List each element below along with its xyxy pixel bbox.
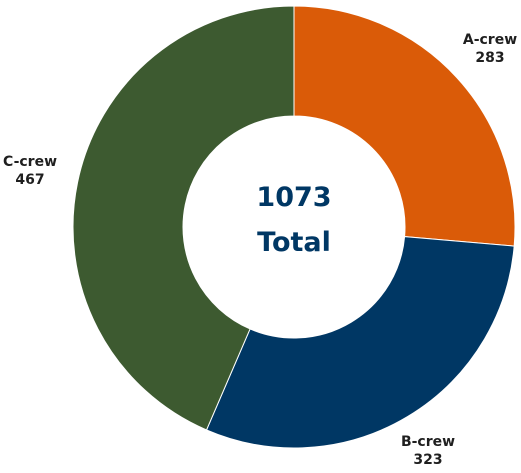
- slice-label-a-crew: A-crew 283: [463, 32, 517, 66]
- donut-slice-a-crew: [293, 5, 516, 247]
- slice-value-label: 283: [475, 50, 504, 66]
- slice-labels: A-crew 283 B-crew 323 C-crew 467: [3, 32, 517, 468]
- slice-category-label: A-crew: [463, 32, 517, 48]
- donut-slice-c-crew: [72, 5, 295, 431]
- slice-value-label: 467: [15, 172, 44, 188]
- donut-slice-b-crew: [205, 236, 515, 449]
- center-total-value: 1073: [256, 182, 331, 213]
- slice-label-c-crew: C-crew 467: [3, 154, 57, 188]
- slice-category-label: C-crew: [3, 154, 57, 170]
- slice-category-label: B-crew: [401, 434, 455, 450]
- slice-value-label: 323: [413, 452, 442, 468]
- slice-label-b-crew: B-crew 323: [401, 434, 455, 468]
- center-total-label: Total: [257, 227, 331, 258]
- donut-slices: [72, 5, 516, 449]
